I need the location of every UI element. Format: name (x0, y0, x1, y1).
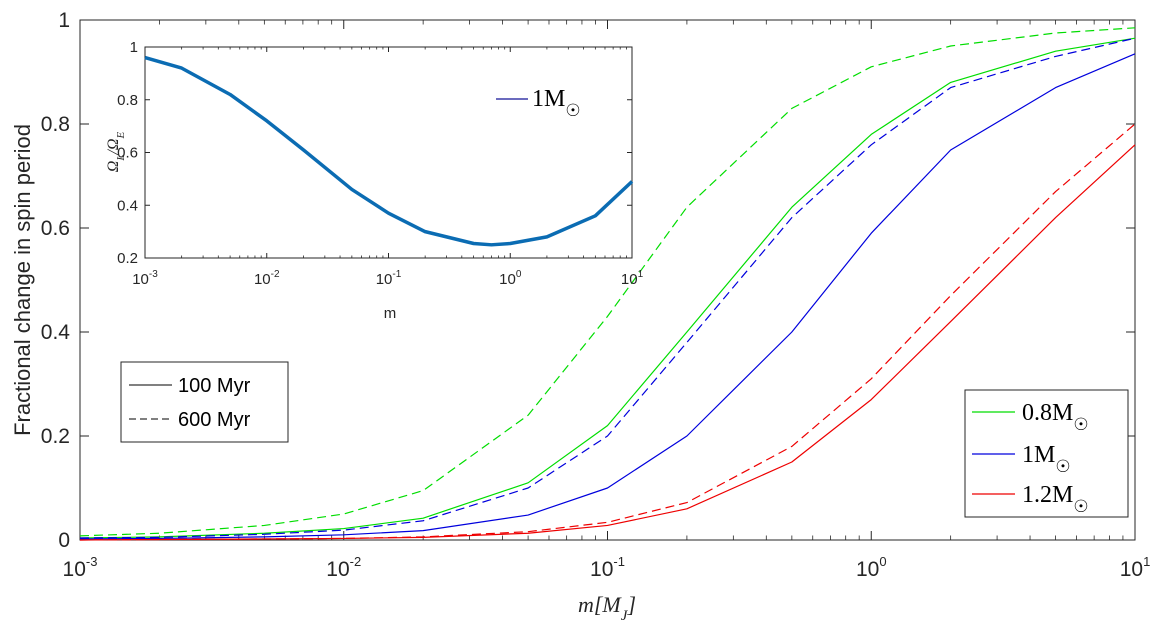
x-tick-label: 10-3 (63, 554, 98, 581)
main-series-lines (79, 27, 1136, 541)
x-tick-label: 101 (621, 269, 644, 288)
x-tick-label: 101 (1120, 554, 1151, 581)
inset-legend-label: 1M☉ (532, 86, 581, 120)
y-tick-label: 0.6 (117, 145, 138, 162)
inset-x-axis-label: m (384, 305, 397, 322)
y-tick-label: 0.8 (41, 113, 70, 136)
inset-y-axis-label: ΩL/ΩE (105, 132, 127, 173)
y-tick-label: 0.2 (41, 425, 70, 448)
time-legend-box (120, 361, 289, 443)
inset-axis-ticks: 10-3 10-2 10-1 100 101 0.2 0.4 0.6 0.8 1 (117, 39, 643, 288)
series-line-0 (79, 37, 1136, 539)
main-y-axis-label: Fractional change in spin period (10, 124, 35, 436)
time-legend-label-600myr: 600 Myr (178, 409, 251, 431)
x-tick-label: 10-2 (254, 269, 280, 288)
mass-legend-label-1-2: 1.2M☉ (1022, 482, 1089, 516)
x-tick-label: 10-2 (326, 554, 361, 581)
inset-legend: 1M☉ (496, 86, 581, 120)
y-tick-label: 0 (58, 529, 70, 552)
x-tick-label: 100 (499, 269, 522, 288)
x-tick-label: 100 (856, 554, 887, 581)
y-tick-label: 0.4 (117, 197, 138, 214)
x-tick-label: 10-1 (590, 554, 625, 581)
series-line-0 (144, 55, 634, 247)
time-legend: 100 Myr 600 Myr (120, 361, 289, 443)
inset-series-lines (144, 55, 634, 247)
inset-plot-area (144, 46, 633, 259)
mass-legend-label-1-0: 1M☉ (1022, 442, 1071, 476)
series-line-2 (79, 53, 1136, 540)
y-tick-label: 1 (130, 39, 138, 56)
y-tick-label: 0.8 (117, 92, 138, 109)
x-tick-label: 10-1 (376, 269, 402, 288)
mass-legend: 0.8M☉ 1M☉ 1.2M☉ (964, 389, 1129, 518)
y-tick-label: 1 (58, 9, 70, 32)
series-line-5 (79, 123, 1136, 541)
time-legend-label-100myr: 100 Myr (178, 375, 251, 397)
y-tick-label: 0.4 (41, 321, 71, 344)
y-tick-label: 0.2 (117, 250, 138, 267)
series-line-3 (79, 37, 1136, 539)
mass-legend-label-0-8: 0.8M☉ (1022, 400, 1089, 434)
y-tick-label: 0.6 (41, 217, 70, 240)
main-x-axis-label: m[MJ] (578, 592, 636, 624)
series-line-1 (79, 27, 1136, 537)
x-tick-label: 10-3 (132, 269, 158, 288)
main-axis-ticks: 10-3 10-2 10-1 100 101 0 0.2 0.4 0.6 0.8 1 (41, 9, 1151, 581)
